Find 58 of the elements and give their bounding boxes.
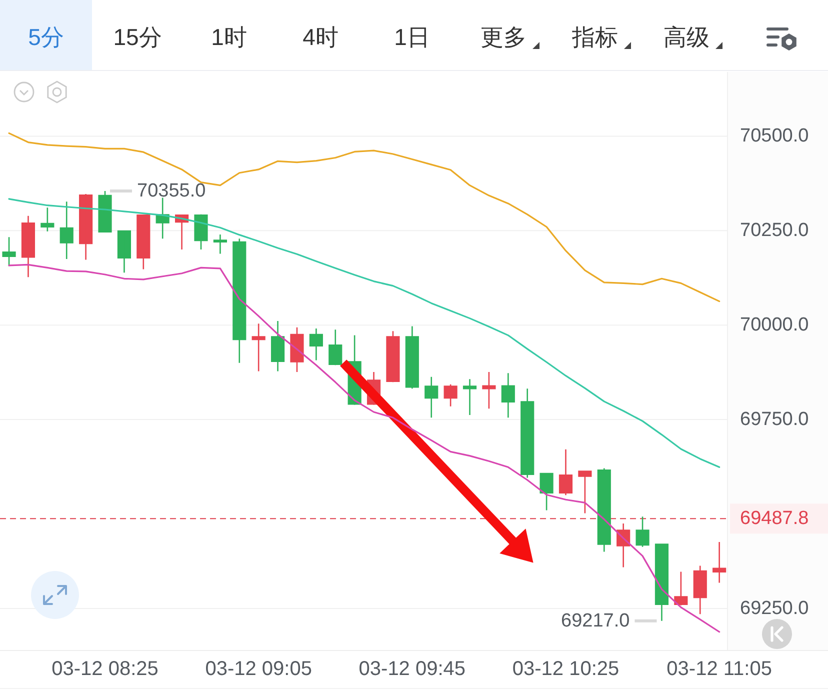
tab-label: 高级 xyxy=(664,24,710,50)
y-tick-label: 69250.0 xyxy=(740,598,809,619)
annotation: 70355.0 xyxy=(137,180,206,202)
candlestick xyxy=(156,197,170,240)
candlestick xyxy=(79,193,93,260)
line-series xyxy=(8,198,720,468)
candlestick xyxy=(693,565,707,615)
candlestick xyxy=(386,330,400,383)
y-tick-label: 70250.0 xyxy=(740,220,809,242)
candlestick xyxy=(309,328,323,361)
candlestick xyxy=(597,468,611,552)
x-tick-label: 03-12 09:45 xyxy=(358,658,466,680)
candlestick xyxy=(270,320,285,372)
x-tick-label: 03-12 08:25 xyxy=(52,658,158,680)
candlestick xyxy=(558,448,573,496)
candlestick xyxy=(290,326,304,373)
tab-label: 1时 xyxy=(211,24,247,50)
candlestick xyxy=(520,388,534,478)
tab-label: 4时 xyxy=(302,24,338,50)
candlestick xyxy=(232,238,246,364)
x-tick-label: 03-12 10:25 xyxy=(512,658,620,680)
annotation: 69217.0 xyxy=(561,610,630,632)
candlestick xyxy=(136,214,150,270)
candlestick xyxy=(405,326,419,390)
candlestick xyxy=(213,234,227,254)
candlestick xyxy=(462,378,477,416)
candlestick xyxy=(2,236,16,267)
candlestick xyxy=(328,328,342,366)
candlestick xyxy=(117,230,131,274)
candlestick xyxy=(21,215,36,278)
y-tick-label: 70000.0 xyxy=(740,314,809,336)
candlestick xyxy=(444,384,458,407)
line-series xyxy=(8,264,720,633)
tab-label: 5分 xyxy=(28,24,64,50)
candlestick xyxy=(60,200,74,260)
candlestick xyxy=(40,206,54,232)
tab-label: 指标 xyxy=(572,24,618,50)
tab-label: 1日 xyxy=(394,24,430,50)
candlestick xyxy=(194,214,208,250)
tab-label: 15分 xyxy=(113,24,162,50)
tab-label: 更多 xyxy=(480,24,526,50)
candlestick xyxy=(636,516,650,548)
ref-line-label: 69487.8 xyxy=(740,508,809,530)
candlestick xyxy=(98,190,112,234)
x-tick-label: 03-12 09:05 xyxy=(205,658,312,680)
candlestick xyxy=(482,371,496,410)
x-tick-label: 03-12 11:05 xyxy=(666,658,772,680)
candlestick xyxy=(712,541,726,584)
line-series xyxy=(8,132,720,302)
candlestick xyxy=(654,544,669,622)
candlestick xyxy=(252,322,266,372)
candlestick xyxy=(424,376,438,418)
candlestick xyxy=(501,372,515,418)
candlestick xyxy=(578,470,592,514)
y-tick-label: 70500.0 xyxy=(740,126,809,147)
y-tick-label: 69750.0 xyxy=(740,409,809,430)
candlestick xyxy=(540,472,554,511)
candlestick xyxy=(674,571,688,606)
